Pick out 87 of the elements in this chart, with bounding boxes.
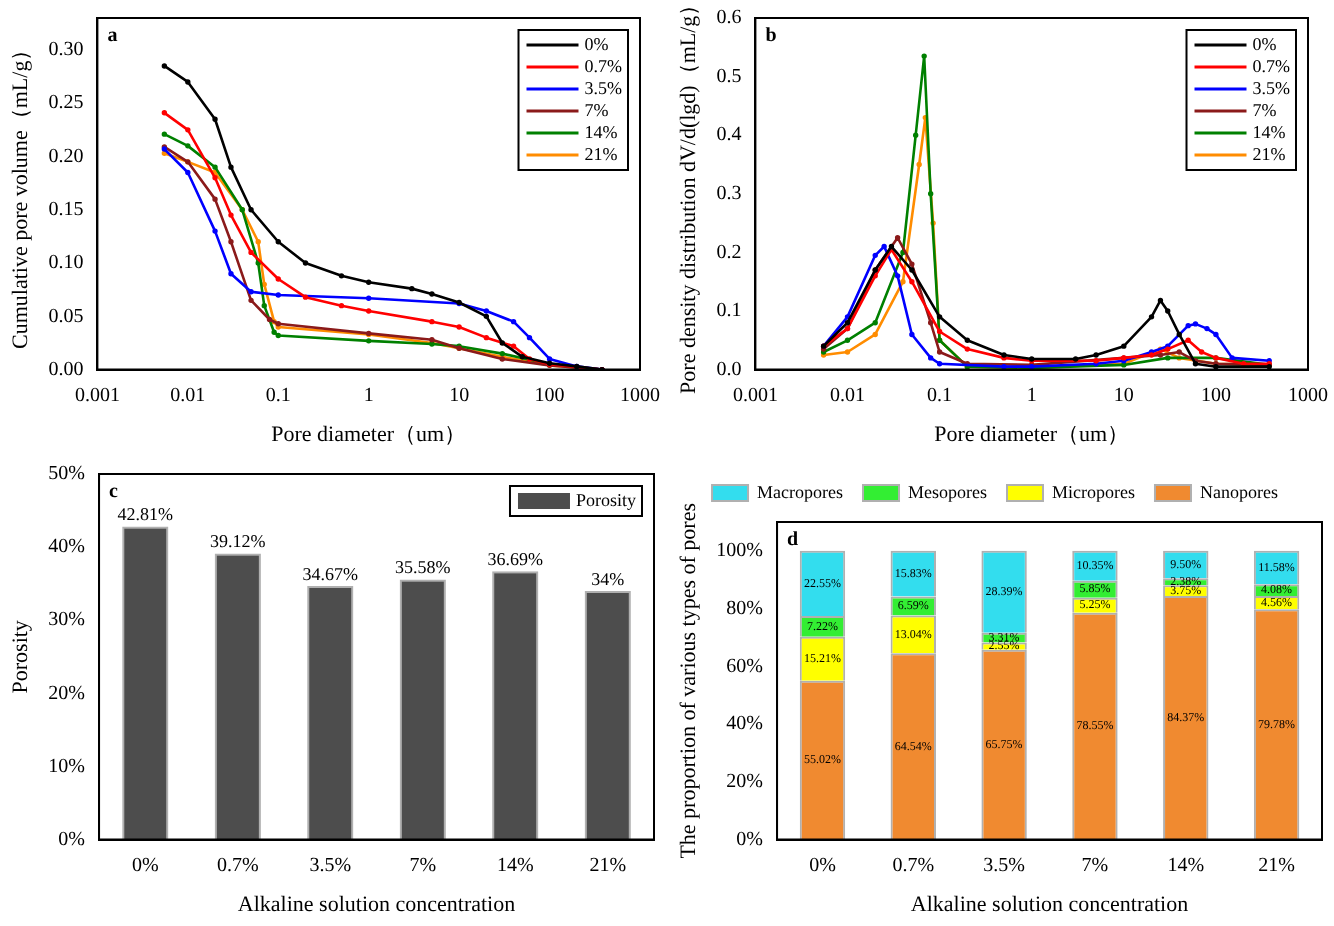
y-tick-label: 0.4: [716, 124, 742, 147]
x-tick-label: 0.001: [732, 384, 778, 407]
legend-label: 21%: [1252, 143, 1287, 164]
y-tick-label: 0.6: [716, 7, 742, 30]
y-axis-title: Cumulative pore volume（mL/g）: [8, 38, 33, 349]
x-tick-label: 0%: [809, 854, 836, 877]
x-tick-label: 100: [1200, 384, 1231, 407]
y-tick-label: 30%: [48, 609, 86, 632]
x-axis-title: Pore diameter（um）: [934, 422, 1130, 447]
legend-label: 0%: [1252, 33, 1278, 54]
y-axis-title: The proportion of various types of pores: [676, 503, 701, 859]
legend-label: Mesopores: [908, 481, 988, 502]
y-tick-label: 0.5: [716, 65, 742, 88]
y-tick-label: 0.25: [48, 92, 84, 115]
data-label: 35.58%: [395, 557, 452, 578]
y-axis-title: Pore density distribution dV/d(lgd)（mL/g）: [676, 0, 701, 394]
annotation: c: [109, 481, 120, 504]
x-tick-label: 1: [363, 384, 374, 407]
y-tick-label: 50%: [48, 463, 86, 486]
x-tick-label: 14%: [496, 854, 534, 877]
y-tick-label: 0.30: [48, 39, 84, 62]
x-axis-title: Pore diameter（um）: [271, 422, 467, 447]
data-label: 42.81%: [117, 504, 175, 525]
y-tick-label: 0.10: [48, 252, 84, 275]
y-tick-label: 80%: [726, 597, 764, 620]
data-label: 36.69%: [487, 549, 545, 570]
x-tick-label: 0%: [131, 854, 159, 877]
y-tick-label: 40%: [726, 713, 764, 736]
x-tick-label: 21%: [1258, 854, 1295, 877]
y-tick-label: 0.05: [48, 305, 84, 328]
x-tick-label: 10: [1113, 384, 1134, 407]
legend-label: 0%: [584, 33, 610, 54]
x-axis-title: Alkaline solution concentration: [237, 892, 517, 917]
legend-label: 0.7%: [1252, 55, 1292, 76]
y-tick-label: 10%: [48, 755, 86, 778]
y-tick-label: 0.3: [716, 183, 742, 206]
x-tick-label: 7%: [409, 854, 437, 877]
x-tick-label: 0.1: [927, 384, 953, 407]
x-tick-label: 0.7%: [892, 854, 935, 877]
x-tick-label: 1: [1026, 384, 1037, 407]
y-tick-label: 0.20: [48, 145, 84, 168]
x-tick-label: 0.001: [74, 384, 120, 407]
x-tick-label: 1000: [620, 384, 660, 407]
legend-label: 3.5%: [1252, 77, 1292, 98]
annotation: b: [765, 25, 778, 48]
legend-label: 0.7%: [584, 55, 624, 76]
x-tick-label: 1000: [1288, 384, 1328, 407]
y-tick-label: 0%: [58, 828, 86, 851]
x-tick-label: 10: [449, 384, 470, 407]
y-tick-label: 0%: [736, 828, 764, 851]
y-tick-label: 60%: [726, 655, 764, 678]
legend-label: 14%: [1252, 121, 1287, 142]
x-tick-label: 14%: [1167, 854, 1205, 877]
x-axis-title: Alkaline solution concentration: [910, 892, 1190, 917]
legend-label: 21%: [584, 143, 619, 164]
x-tick-label: 0.01: [170, 384, 206, 407]
x-tick-label: 0.7%: [216, 854, 259, 877]
y-tick-label: 20%: [48, 682, 86, 705]
annotation: a: [107, 25, 118, 48]
y-tick-label: 0.1: [716, 300, 742, 323]
y-tick-label: 0.00: [48, 358, 84, 381]
legend-label: Nanopores: [1199, 481, 1279, 502]
data-label: 39.12%: [210, 531, 267, 552]
x-tick-label: 0.01: [830, 384, 865, 407]
x-tick-label: 21%: [589, 854, 627, 877]
y-tick-label: 40%: [48, 536, 86, 559]
x-tick-label: 7%: [1081, 854, 1109, 877]
y-tick-label: 100%: [716, 540, 764, 563]
legend-label: 7%: [584, 99, 610, 120]
legend-label: 3.5%: [584, 77, 624, 98]
x-tick-label: 3.5%: [983, 854, 1025, 877]
y-axis-title: Porosity: [8, 619, 33, 694]
y-tick-label: 0.0: [716, 358, 742, 381]
x-tick-label: 3.5%: [309, 854, 352, 877]
legend-label: 7%: [1252, 99, 1278, 120]
legend-label: Micropores: [1052, 481, 1136, 502]
data-label: 34%: [591, 568, 626, 589]
annotation: d: [787, 529, 800, 552]
y-tick-label: 20%: [726, 771, 764, 794]
y-tick-label: 0.15: [48, 199, 84, 222]
x-tick-label: 100: [534, 384, 565, 407]
legend-label: 14%: [584, 121, 619, 142]
data-label: 34.67%: [302, 563, 360, 584]
x-tick-label: 0.1: [265, 384, 291, 407]
y-tick-label: 0.2: [716, 241, 742, 264]
legend-label: Porosity: [575, 489, 637, 510]
legend-label: Macropores: [757, 481, 845, 502]
